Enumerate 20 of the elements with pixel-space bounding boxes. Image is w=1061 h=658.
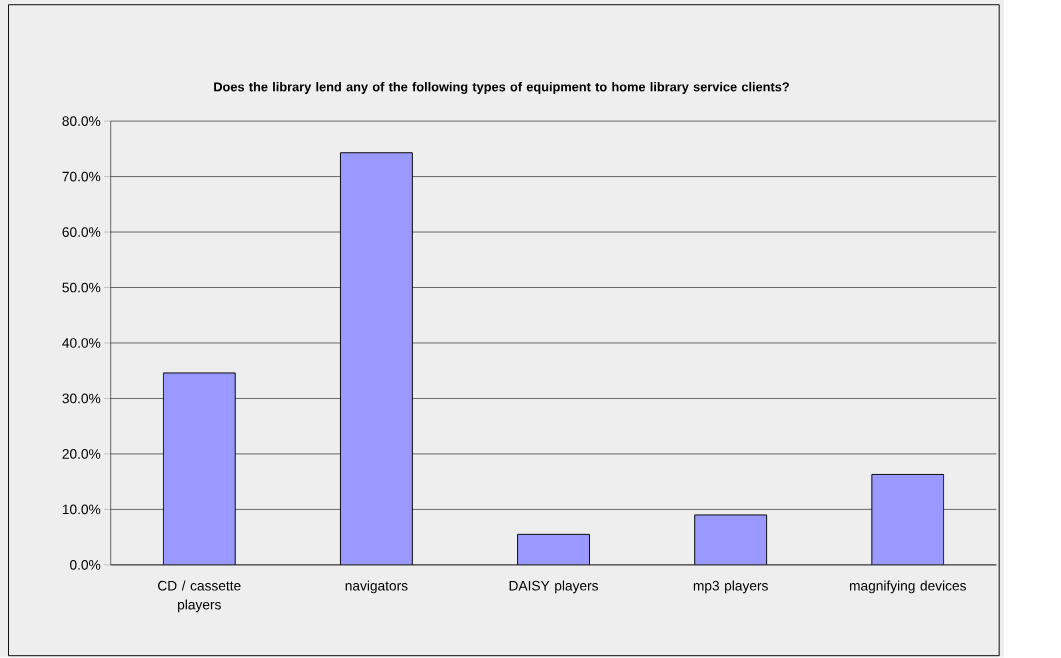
y-tick-label: 50.0% xyxy=(62,282,101,293)
x-tick-label: magnifying devices xyxy=(849,580,966,594)
bar xyxy=(162,372,236,566)
y-tick-label: 20.0% xyxy=(62,449,101,459)
bar xyxy=(517,534,590,566)
y-tick-label: 30.0% xyxy=(62,393,101,404)
y-tick-label: 40.0% xyxy=(62,338,101,349)
y-tick-label: 0.0% xyxy=(70,560,101,570)
bar xyxy=(871,474,945,566)
chart-title: Does the library lend any of the following types of equipment to home library service clients? xyxy=(214,82,789,95)
x-tick-label: DAISY players xyxy=(509,580,599,594)
bar xyxy=(339,152,413,566)
y-tick-label: 60.0% xyxy=(62,227,101,238)
x-tick-label: CD / cassette players xyxy=(158,580,241,613)
x-tick-label: navigators xyxy=(345,580,408,594)
bar xyxy=(694,514,768,566)
y-tick-label: 70.0% xyxy=(62,171,101,182)
x-tick-label: mp3 players xyxy=(693,580,768,594)
y-tick-label: 80.0% xyxy=(62,116,101,127)
y-tick-label: 10.0% xyxy=(62,504,101,515)
